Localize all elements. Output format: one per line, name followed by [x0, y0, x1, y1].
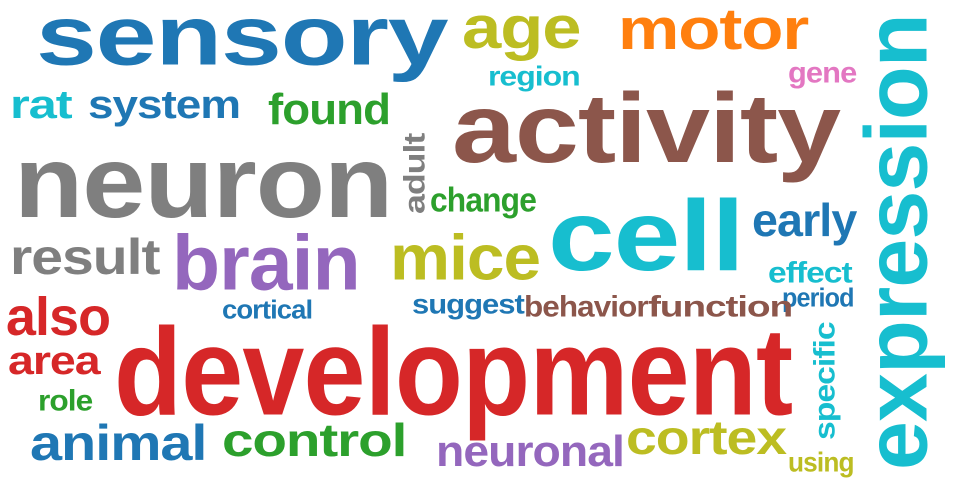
word-sensory: sensory	[36, 0, 449, 83]
word-adult: adult	[398, 133, 432, 214]
word-behavior: behavior	[524, 290, 649, 324]
word-system: system	[88, 81, 241, 127]
word-function: function	[648, 290, 793, 324]
word-neuron: neuron	[14, 125, 393, 240]
word-cell: cell	[548, 179, 745, 292]
word-period: period	[782, 284, 855, 313]
word-mice: mice	[390, 222, 541, 294]
word-region: region	[488, 60, 581, 92]
word-also: also	[6, 286, 111, 347]
word-expression: expression	[846, 14, 946, 470]
word-brain: brain	[172, 219, 361, 307]
word-cortex: cortex	[626, 411, 787, 465]
word-control: control	[222, 415, 407, 467]
word-change: change	[430, 182, 537, 220]
word-using: using	[788, 446, 855, 478]
word-role: role	[38, 384, 93, 418]
word-development: development	[114, 302, 793, 442]
word-cortical: cortical	[222, 296, 313, 325]
word-animal: animal	[30, 414, 207, 471]
word-motor: motor	[618, 0, 809, 62]
word-area: area	[8, 337, 101, 383]
word-suggest: suggest	[412, 288, 525, 320]
word-specific: specific	[808, 322, 842, 440]
word-effect: effect	[768, 256, 853, 290]
word-neuronal: neuronal	[436, 427, 625, 476]
word-result: result	[10, 228, 161, 285]
word-rat: rat	[10, 81, 73, 127]
word-early: early	[752, 195, 857, 247]
word-gene: gene	[788, 56, 857, 90]
word-activity: activity	[452, 73, 841, 184]
word-found: found	[268, 85, 391, 134]
word-age: age	[462, 0, 582, 62]
